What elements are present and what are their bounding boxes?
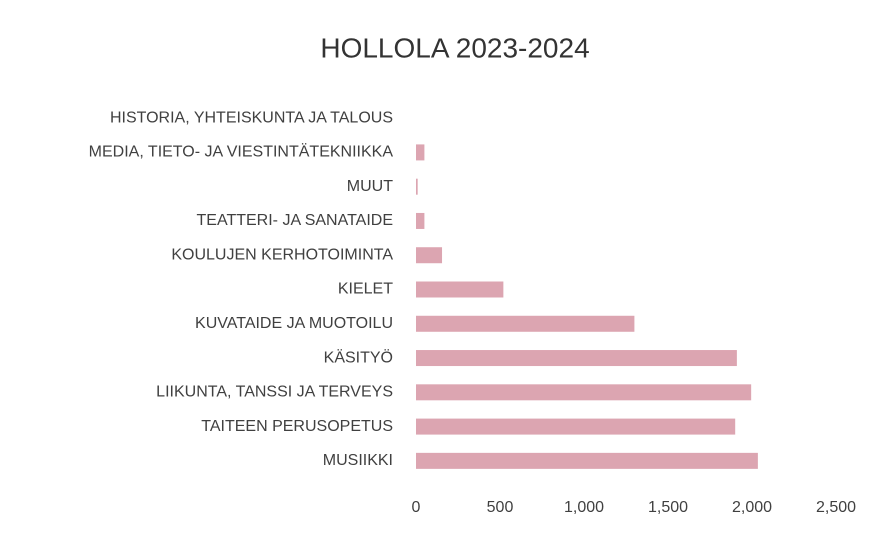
bar: [416, 384, 752, 401]
x-tick-label: 2,000: [732, 499, 772, 516]
x-tick-label: 500: [487, 499, 514, 516]
y-tick-label: KOULUJEN KERHOTOIMINTA: [171, 246, 393, 263]
bar: [416, 144, 425, 161]
y-tick-label: MUSIIKKI: [323, 452, 393, 469]
bar: [416, 452, 758, 469]
bar: [416, 350, 737, 367]
x-tick-label: 0: [412, 499, 421, 516]
x-tick-label: 1,500: [648, 499, 688, 516]
chart-title: HOLLOLA 2023-2024: [320, 32, 589, 63]
bar: [416, 281, 504, 298]
y-tick-label: TAITEEN PERUSOPETUS: [201, 418, 393, 435]
bar: [416, 178, 418, 195]
y-tick-label: MEDIA, TIETO- JA VIESTINTÄTEKNIIKKA: [89, 143, 394, 161]
y-tick-label: KUVATAIDE JA MUOTOILU: [195, 315, 393, 332]
x-tick-label: 2,500: [816, 499, 856, 516]
y-tick-label: MUUT: [347, 178, 393, 195]
y-tick-label: KÄSITYÖ: [324, 348, 393, 366]
y-tick-label: KIELET: [338, 281, 393, 298]
bar: [416, 212, 425, 229]
bar: [416, 315, 635, 332]
x-tick-label: 1,000: [564, 499, 604, 516]
y-tick-label: TEATTERI- JA SANATAIDE: [197, 212, 393, 229]
y-tick-label: HISTORIA, YHTEISKUNTA JA TALOUS: [110, 109, 393, 126]
bar: [416, 247, 443, 264]
y-tick-label: LIIKUNTA, TANSSI JA TERVEYS: [156, 384, 393, 401]
bar: [416, 418, 736, 435]
